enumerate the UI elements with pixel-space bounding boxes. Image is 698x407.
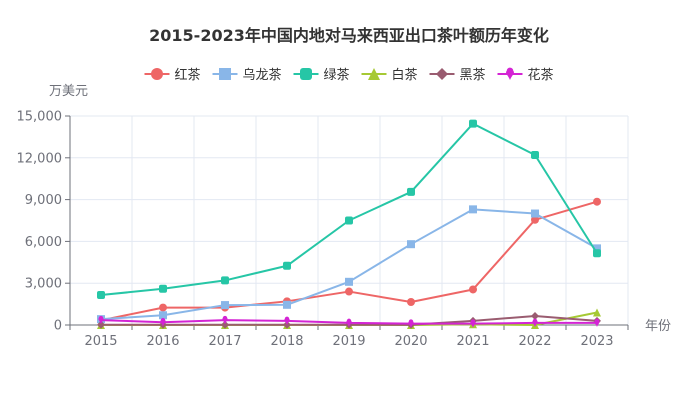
data-point[interactable]: [221, 301, 229, 310]
data-point[interactable]: [531, 151, 539, 160]
y-tick-label: 0: [54, 319, 62, 334]
data-point[interactable]: [345, 216, 353, 225]
legend-marker[interactable]: [151, 68, 163, 80]
legend-label: 红茶: [175, 67, 201, 83]
legend-item[interactable]: 乌龙茶: [212, 67, 282, 83]
data-point[interactable]: [407, 298, 415, 307]
legend-marker[interactable]: [436, 68, 448, 80]
y-tick-label: 9,000: [25, 193, 62, 208]
legend-item[interactable]: 白茶: [361, 67, 418, 83]
y-tick-label: 12,000: [17, 151, 63, 166]
legend-item[interactable]: 红茶: [144, 67, 201, 83]
data-point[interactable]: [345, 287, 353, 296]
data-point[interactable]: [159, 311, 167, 320]
data-point[interactable]: [408, 319, 414, 328]
x-tick-label: 2018: [270, 334, 303, 349]
data-point[interactable]: [593, 249, 601, 258]
data-point[interactable]: [160, 317, 166, 327]
data-point[interactable]: [594, 318, 600, 327]
data-point[interactable]: [469, 285, 477, 294]
series-line: [100, 122, 598, 297]
x-tick-label: 2022: [518, 334, 551, 349]
x-tick-label: 2021: [456, 334, 489, 349]
legend-marker[interactable]: [219, 68, 231, 80]
data-point[interactable]: [222, 315, 228, 325]
data-point[interactable]: [97, 320, 105, 329]
y-tick-label: 6,000: [25, 235, 62, 250]
data-point[interactable]: [469, 119, 477, 128]
legend-marker[interactable]: [368, 68, 380, 80]
data-point[interactable]: [159, 303, 167, 312]
data-point[interactable]: [284, 316, 290, 325]
data-point[interactable]: [407, 240, 415, 249]
x-tick-label: 2016: [146, 334, 179, 349]
series-5: [98, 315, 600, 328]
series-2: [97, 119, 601, 300]
legend-item[interactable]: 花茶: [497, 67, 554, 83]
data-point[interactable]: [283, 300, 291, 309]
data-point[interactable]: [593, 308, 601, 317]
legend-label: 白茶: [392, 67, 418, 83]
legend-marker[interactable]: [300, 68, 312, 80]
data-point[interactable]: [531, 209, 539, 218]
legend-label: 黑茶: [460, 67, 486, 83]
data-point[interactable]: [346, 318, 352, 327]
y-tick-label: 15,000: [17, 110, 63, 125]
legend-label: 绿茶: [324, 67, 350, 83]
x-axis-label: 年份: [645, 319, 671, 334]
x-tick-label: 2020: [394, 334, 427, 349]
data-point[interactable]: [470, 319, 476, 328]
data-point[interactable]: [159, 284, 167, 293]
legend-item[interactable]: 黑茶: [429, 67, 486, 83]
legend-marker[interactable]: [506, 67, 514, 80]
data-point[interactable]: [97, 291, 105, 300]
x-tick-label: 2017: [208, 334, 241, 349]
legend-label: 乌龙茶: [243, 67, 282, 83]
x-tick-label: 2019: [332, 334, 365, 349]
data-point[interactable]: [532, 318, 538, 327]
data-point[interactable]: [345, 277, 353, 286]
data-point[interactable]: [469, 205, 477, 214]
series-group: [97, 119, 601, 329]
series-line: [100, 208, 598, 321]
data-point[interactable]: [283, 261, 291, 270]
legend-item[interactable]: 绿茶: [293, 67, 350, 83]
data-point[interactable]: [531, 311, 539, 320]
y-axis-label: 万美元: [49, 84, 88, 99]
chart-title: 2015-2023年中国内地对马来西亚出口茶叶额历年变化: [149, 26, 549, 45]
data-point[interactable]: [221, 320, 229, 329]
x-tick-label: 2023: [580, 334, 613, 349]
data-point[interactable]: [593, 197, 601, 206]
legend[interactable]: 红茶 乌龙茶 绿茶 白茶 黑茶 花茶: [144, 67, 554, 83]
legend-label: 花茶: [528, 67, 554, 83]
data-point[interactable]: [531, 215, 539, 224]
data-point[interactable]: [221, 276, 229, 285]
data-point[interactable]: [98, 315, 104, 325]
axes: 0 3,000 6,000 9,000 12,000 15,000 2015 2016 2017…: [17, 110, 629, 349]
data-point[interactable]: [407, 187, 415, 196]
data-point[interactable]: [593, 244, 601, 253]
y-tick-label: 3,000: [25, 277, 62, 292]
x-tick-label: 2015: [84, 334, 117, 349]
